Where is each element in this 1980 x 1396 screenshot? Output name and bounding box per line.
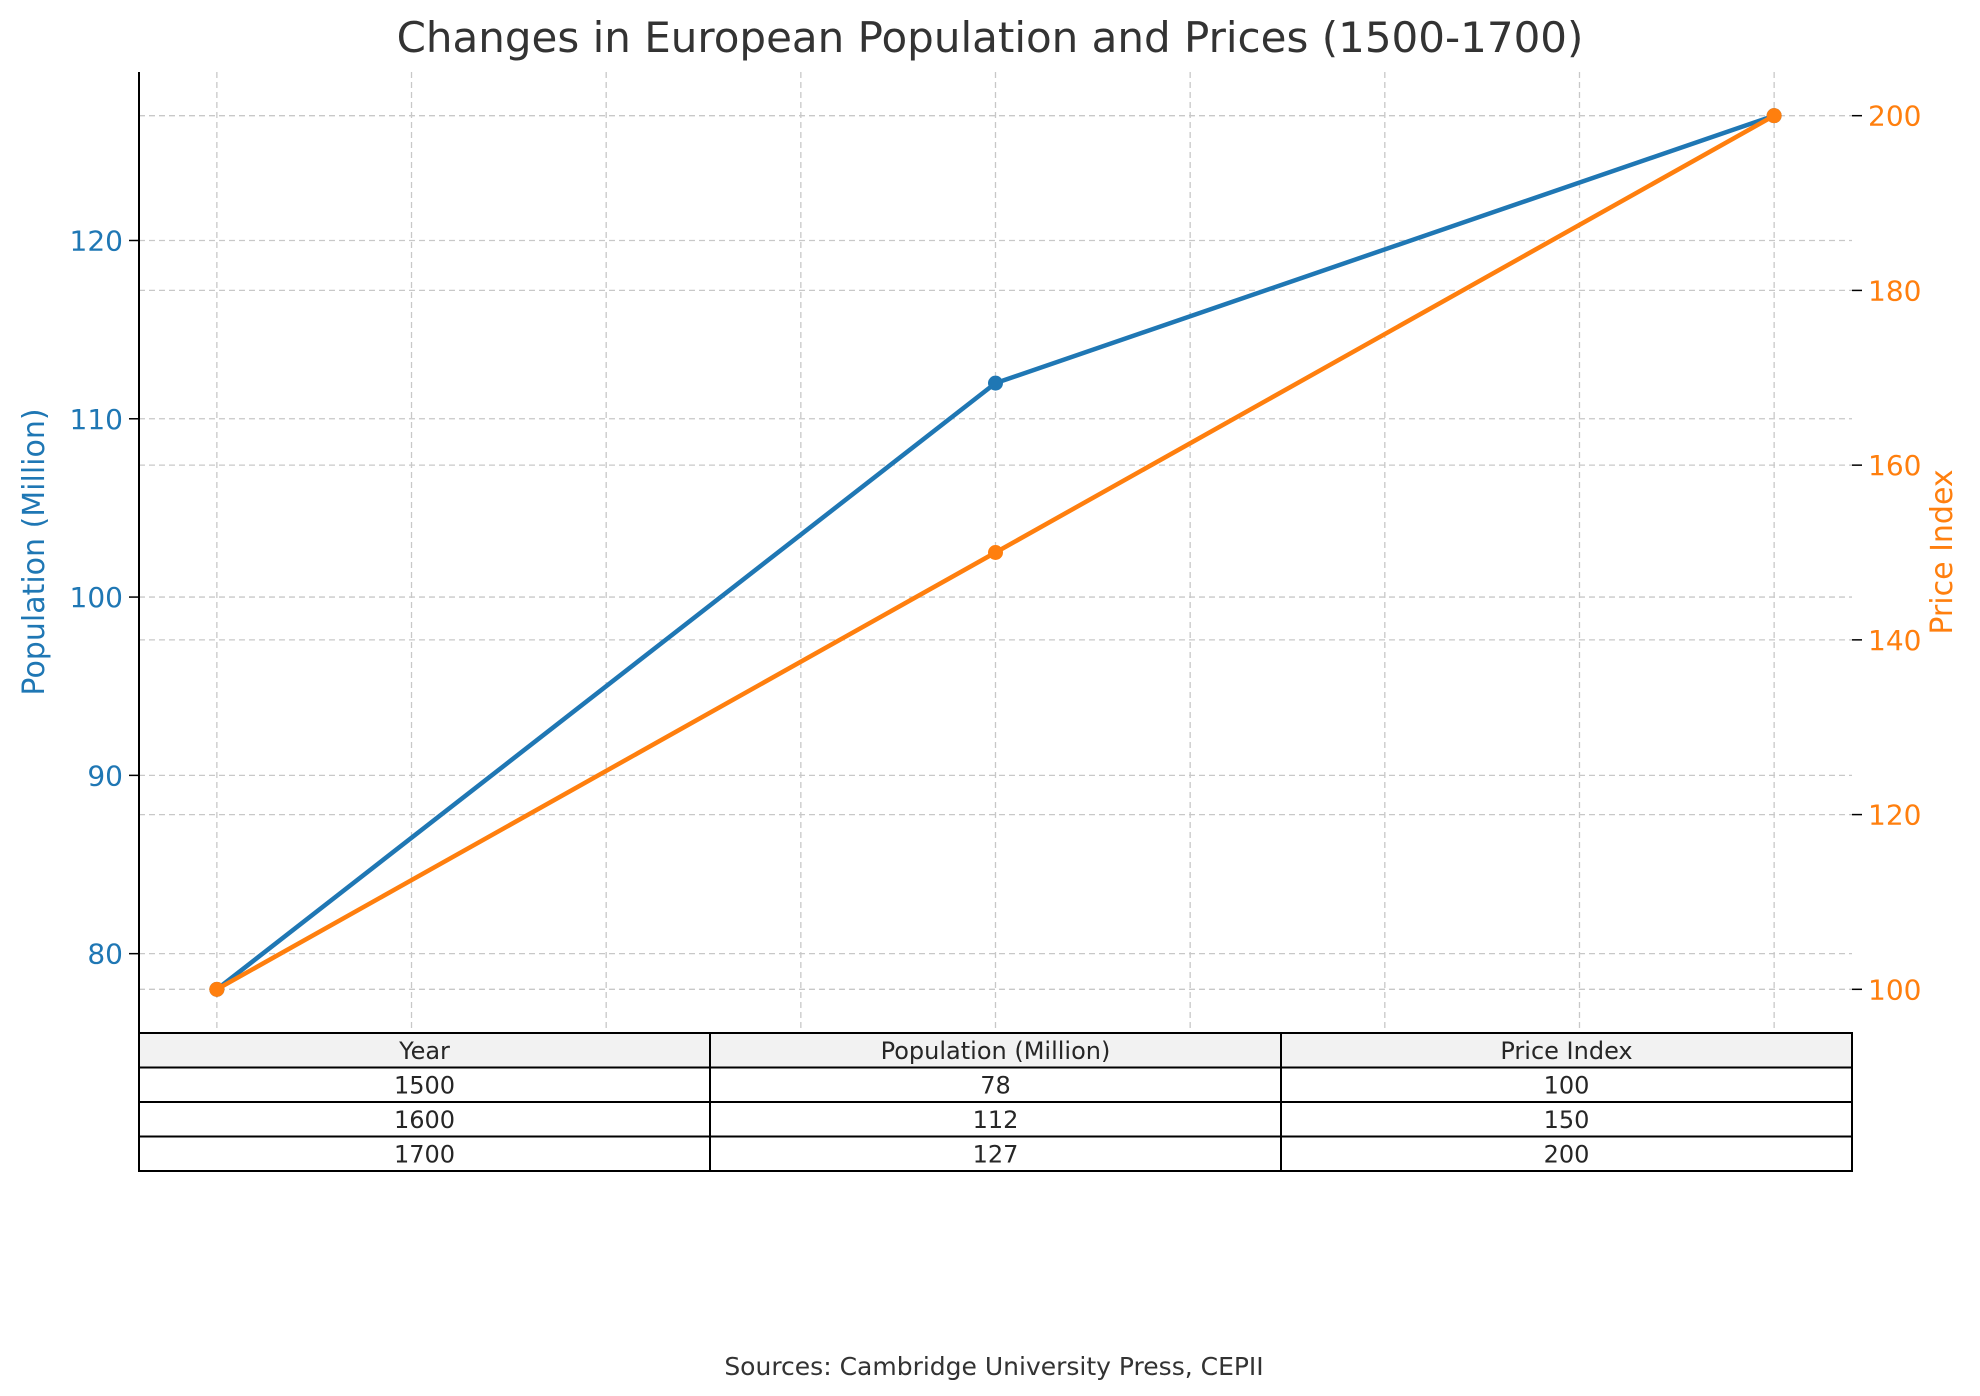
table-header-text: Population (Million)	[881, 1037, 1111, 1065]
series-point-price-index	[988, 545, 1003, 560]
table-cell	[709, 1101, 1282, 1138]
y-right-tick-label: 180	[1868, 274, 1921, 307]
table-cell	[1280, 1135, 1853, 1172]
table-cell-text: 127	[973, 1140, 1019, 1168]
y-right-tick-label: 120	[1868, 799, 1921, 832]
table-cell-text: 150	[1544, 1106, 1590, 1134]
y-axis-right-label: Price Index	[1925, 469, 1960, 634]
chart-title: Changes in European Population and Price…	[397, 13, 1584, 62]
table-cell-text: 78	[980, 1071, 1011, 1099]
y-right-tick-label: 140	[1868, 624, 1921, 657]
table-cell-text: 100	[1544, 1071, 1590, 1099]
y-left-tick-label: 110	[70, 403, 123, 436]
table-cell	[1280, 1101, 1853, 1138]
y-axis-left-label: Population (Million)	[17, 408, 52, 695]
table-cell-text: 1500	[394, 1071, 455, 1099]
table-cell-text: 112	[973, 1106, 1019, 1134]
table-header-text: Price Index	[1500, 1037, 1632, 1065]
y-left-tick-label: 100	[70, 581, 123, 614]
y-right-tick-label: 200	[1868, 100, 1921, 133]
y-right-tick-label: 100	[1868, 973, 1921, 1006]
table-header-cell	[709, 1032, 1282, 1069]
table-cell	[138, 1066, 711, 1103]
y-right-tick-label: 160	[1868, 449, 1921, 482]
series-point-population	[988, 375, 1003, 391]
axes-layer: 80 90 100 110 120 100 120 140 160 180 200	[70, 72, 1921, 1043]
table-header-cell	[1280, 1032, 1853, 1069]
table-cell	[709, 1066, 1282, 1103]
text-layer: Changes in European Population and Price…	[17, 13, 1960, 1381]
table-header-cell	[138, 1032, 711, 1069]
series-point-price-index	[1766, 108, 1782, 124]
series-layer	[209, 108, 1782, 997]
series-point-price-index	[209, 981, 225, 997]
table-header-text: Year	[398, 1037, 450, 1065]
source-note: Sources: Cambridge University Press, CEP…	[724, 1352, 1263, 1381]
table-cell-text: 200	[1544, 1140, 1590, 1168]
table-cell-text: 1600	[394, 1106, 455, 1134]
data-table: Year Population (Million) Price Index 1500 7…	[138, 1032, 1853, 1172]
table-cell-text: 1700	[394, 1140, 455, 1168]
y-left-tick-label: 80	[87, 938, 123, 971]
y-left-tick-label: 90	[87, 759, 123, 792]
table-cell	[709, 1135, 1282, 1172]
grid-layer	[139, 72, 1852, 1033]
y-left-tick-label: 120	[70, 224, 123, 257]
